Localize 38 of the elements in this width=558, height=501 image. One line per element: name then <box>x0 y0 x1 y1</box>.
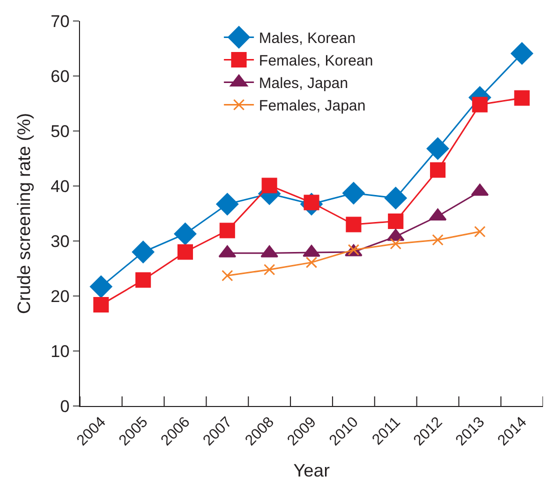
point <box>222 270 234 282</box>
point <box>220 222 236 238</box>
point <box>510 42 534 65</box>
point <box>177 244 193 260</box>
point <box>390 238 402 250</box>
point <box>432 234 444 246</box>
y-tick-label: 10 <box>50 342 70 361</box>
point <box>306 256 318 268</box>
legend-label: Females, Japan <box>258 98 366 115</box>
point <box>90 276 112 298</box>
y-tick-label: 30 <box>50 232 70 251</box>
y-tick-label: 40 <box>50 176 70 196</box>
point <box>346 216 362 232</box>
y-tick-label: 70 <box>50 12 70 31</box>
point <box>264 264 276 276</box>
point <box>388 213 404 229</box>
legend-label: Males, Japan <box>258 75 348 92</box>
legend-label: Males, Korean <box>258 30 356 48</box>
y-tick-label: 0 <box>60 396 70 416</box>
x-axis-title: Year <box>293 460 330 480</box>
point <box>93 297 109 313</box>
point <box>262 178 278 194</box>
point <box>474 226 486 238</box>
legend-label: Females, Korean <box>258 52 374 70</box>
y-tick-label: 60 <box>50 66 70 86</box>
y-tick-label: 20 <box>50 286 70 306</box>
point <box>135 272 151 288</box>
point <box>216 193 238 216</box>
y-axis-title: Crude screening rate (%) <box>14 112 34 314</box>
point <box>514 90 530 106</box>
point <box>384 186 407 210</box>
point <box>426 137 449 160</box>
point <box>174 222 196 245</box>
point <box>132 240 154 264</box>
point <box>430 162 446 178</box>
point <box>472 96 488 112</box>
point <box>342 182 365 204</box>
y-tick-label: 50 <box>50 122 70 141</box>
